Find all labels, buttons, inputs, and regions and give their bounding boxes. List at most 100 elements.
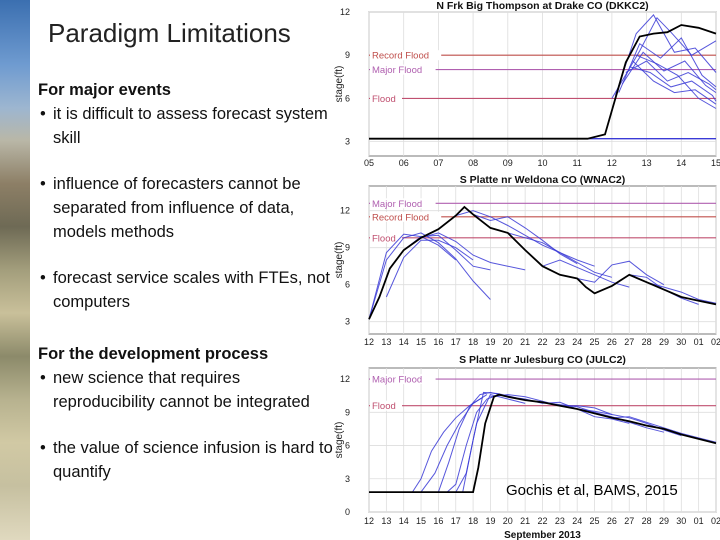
x-tick-label: 27 (624, 337, 634, 347)
x-tick-label: 10 (537, 158, 547, 168)
threshold-label-bg (370, 198, 436, 209)
forecast-trace (455, 210, 595, 267)
forecast-trace (411, 397, 483, 493)
observed-stage-line (369, 24, 717, 140)
section-heading-major-events: For major events (38, 81, 171, 99)
x-tick-label: 01 (694, 516, 704, 526)
forecast-trace (577, 408, 682, 437)
x-tick-label: 14 (676, 158, 686, 168)
bullet-text: influence of forecasters cannot be separ… (53, 175, 301, 241)
x-tick-label: 06 (399, 158, 409, 168)
x-tick-label: 29 (659, 516, 669, 526)
x-tick-label: 09 (503, 158, 513, 168)
x-tick-label: 21 (520, 337, 530, 347)
landscape-photo-strip (0, 0, 30, 540)
x-tick-label: 28 (642, 516, 652, 526)
x-tick-label: 30 (676, 337, 686, 347)
threshold-label: Flood (372, 401, 396, 412)
x-tick-label: 18 (468, 337, 478, 347)
threshold-label-bg (370, 50, 442, 61)
threshold-label: Major Flood (372, 65, 422, 76)
hydrograph-panel-weldona: S Platte nr Weldona CO (WNAC2) 12 13 14 15 16… (333, 172, 720, 352)
x-axis-title: September 2013 (504, 530, 581, 540)
x-tick-label: 23 (555, 516, 565, 526)
y-tick-label: 3 (345, 317, 350, 327)
x-tick-label: 21 (520, 516, 530, 526)
y-tick-label: 6 (345, 441, 350, 451)
threshold-label: Record Flood (372, 212, 429, 223)
x-tick-label: 18 (468, 516, 478, 526)
section-major-events: For major events • it is difficult to ass… (38, 78, 338, 314)
x-tick-label: 05 (364, 158, 374, 168)
threshold-label: Flood (372, 233, 396, 244)
x-tick-label: 12 (607, 158, 617, 168)
x-tick-label: 13 (642, 158, 652, 168)
citation: Gochis et al, BAMS, 2015 (506, 482, 678, 499)
x-tick-label: 29 (659, 337, 669, 347)
threshold-label-bg (370, 374, 436, 385)
bullet-item: • new science that requires reproducibili… (38, 366, 338, 414)
bullet-glyph: • (40, 369, 46, 387)
x-tick-label: 24 (572, 337, 582, 347)
y-tick-label: 9 (345, 50, 350, 60)
y-tick-label: 3 (345, 137, 350, 147)
threshold-label: Major Flood (372, 199, 422, 210)
forecast-trace (636, 54, 717, 109)
observed-stage-line (369, 393, 717, 494)
x-tick-label: 15 (416, 516, 426, 526)
forecast-trace (368, 233, 457, 320)
forecast-trace (632, 60, 717, 105)
section-heading-development-process: For the development process (38, 345, 269, 363)
x-tick-label: 15 (711, 158, 720, 168)
y-tick-label: 0 (345, 507, 350, 517)
y-axis-label: stage(ft) (334, 422, 345, 459)
y-tick-label: 12 (340, 374, 350, 384)
y-axis-label: stage(ft) (334, 242, 345, 279)
bullet-text: forecast service scales with FTEs, not c… (53, 269, 330, 311)
y-tick-label: 6 (345, 93, 350, 103)
x-tick-label: 16 (433, 337, 443, 347)
forecast-trace (542, 401, 665, 433)
forecast-trace (385, 239, 474, 298)
chart-title: N Frk Big Thompson at Drake CO (DKKC2) (436, 0, 648, 12)
x-tick-label: 13 (381, 337, 391, 347)
x-tick-label: 17 (451, 516, 461, 526)
forecast-trace (577, 260, 665, 286)
bullet-text: the value of science infusion is hard to… (53, 439, 333, 481)
threshold-label: Record Flood (372, 51, 429, 62)
x-tick-label: 22 (537, 337, 547, 347)
y-axis-label: stage(ft) (334, 66, 345, 103)
x-tick-label: 07 (433, 158, 443, 168)
y-tick-label: 9 (345, 407, 350, 417)
y-tick-label: 6 (345, 280, 350, 290)
forecast-trace (621, 51, 717, 94)
forecast-trace (646, 281, 717, 304)
x-tick-label: 23 (555, 337, 565, 347)
x-tick-label: 19 (485, 337, 495, 347)
bullet-glyph: • (40, 439, 46, 457)
threshold-label-bg (370, 400, 402, 411)
hydrograph-drake: N Frk Big Thompson at Drake CO (DKKC2) 05… (334, 0, 720, 168)
x-tick-label: 22 (537, 516, 547, 526)
x-tick-label: 11 (573, 158, 582, 168)
x-tick-label: 20 (503, 337, 513, 347)
x-tick-label: 25 (590, 337, 600, 347)
threshold-label-bg (370, 232, 402, 243)
bullet-glyph: • (40, 269, 46, 287)
x-tick-label: 12 (364, 337, 374, 347)
bullet-text: new science that requires reproducibilit… (53, 369, 310, 411)
hydrograph-julesburg: S Platte nr Julesburg CO (JULC2) 12 13 14 15… (334, 354, 720, 540)
x-tick-label: 24 (572, 516, 582, 526)
x-tick-label: 25 (590, 516, 600, 526)
y-tick-label: 12 (340, 206, 350, 216)
section-development-process: For the development process • new science… (38, 342, 338, 484)
threshold-label: Flood (372, 94, 396, 105)
chart-title: S Platte nr Weldona CO (WNAC2) (460, 174, 625, 186)
observed-stage-line (368, 205, 717, 320)
bullet-item: • it is difficult to assess forecast syst… (38, 102, 338, 150)
x-tick-label: 08 (468, 158, 478, 168)
x-tick-label: 01 (694, 337, 704, 347)
forecast-trace (507, 232, 613, 278)
forecast-trace (420, 394, 488, 493)
x-tick-label: 14 (399, 337, 409, 347)
